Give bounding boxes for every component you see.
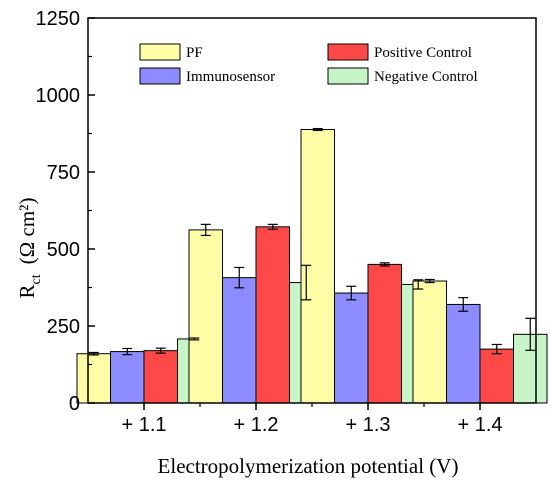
legend-swatch-4: [327, 67, 369, 85]
y-tick-label-1000: 1000: [36, 85, 81, 107]
legend-label-2: Immunosensor: [186, 69, 275, 85]
x-axis-title: Electropolymerization potential (V): [158, 454, 459, 478]
bar-pf-2: [188, 229, 223, 404]
bar-pf-4: [412, 280, 447, 404]
legend-swatch-3: [327, 43, 369, 61]
bar-positive-control-1: [143, 350, 178, 404]
error-bars-layer: [88, 127, 536, 356]
legend: PF Immunosensor Positive Control Negative C…: [139, 43, 478, 85]
bar-pf-1: [76, 353, 111, 404]
bar-immunosensor-1: [110, 351, 145, 404]
legend-swatch-2: [139, 67, 181, 85]
y-axis-title-subscript: ct: [29, 274, 44, 284]
legend-label-4: Negative Control: [374, 69, 478, 85]
bar-immunosensor-4: [446, 303, 481, 404]
y-tick-label-750: 750: [47, 162, 80, 184]
legend-label-3: Positive Control: [374, 45, 472, 61]
y-axis-title: Rct (Ω cm²): [15, 198, 44, 299]
bar-immunosensor-3: [334, 292, 369, 404]
y-axis-title-unit: (Ω cm²): [15, 198, 39, 265]
y-axis-title-main: R: [15, 284, 39, 298]
y-tick-label-1250: 1250: [36, 8, 81, 30]
legend-swatch-1: [139, 43, 181, 61]
x-tick-label-2: + 1.2: [233, 414, 278, 436]
x-tick-label-1: + 1.1: [121, 414, 166, 436]
y-tick-label-250: 250: [47, 316, 80, 338]
y-tick-label-0: 0: [69, 393, 80, 415]
bar-positive-control-2: [255, 226, 290, 404]
axes-layer: 0 250 500 750 1000 1250 + 1.1 + 1.2 + 1.3 + 1.4: [36, 8, 537, 436]
bar-immunosensor-2: [222, 277, 257, 404]
bars-layer: [76, 128, 548, 404]
bar-positive-control-3: [367, 263, 402, 404]
legend-label-1: PF: [186, 45, 203, 61]
x-tick-label-3: + 1.3: [345, 414, 390, 436]
x-tick-label-4: + 1.4: [457, 414, 502, 436]
y-tick-label-500: 500: [47, 239, 80, 261]
bar-positive-control-4: [479, 348, 514, 404]
